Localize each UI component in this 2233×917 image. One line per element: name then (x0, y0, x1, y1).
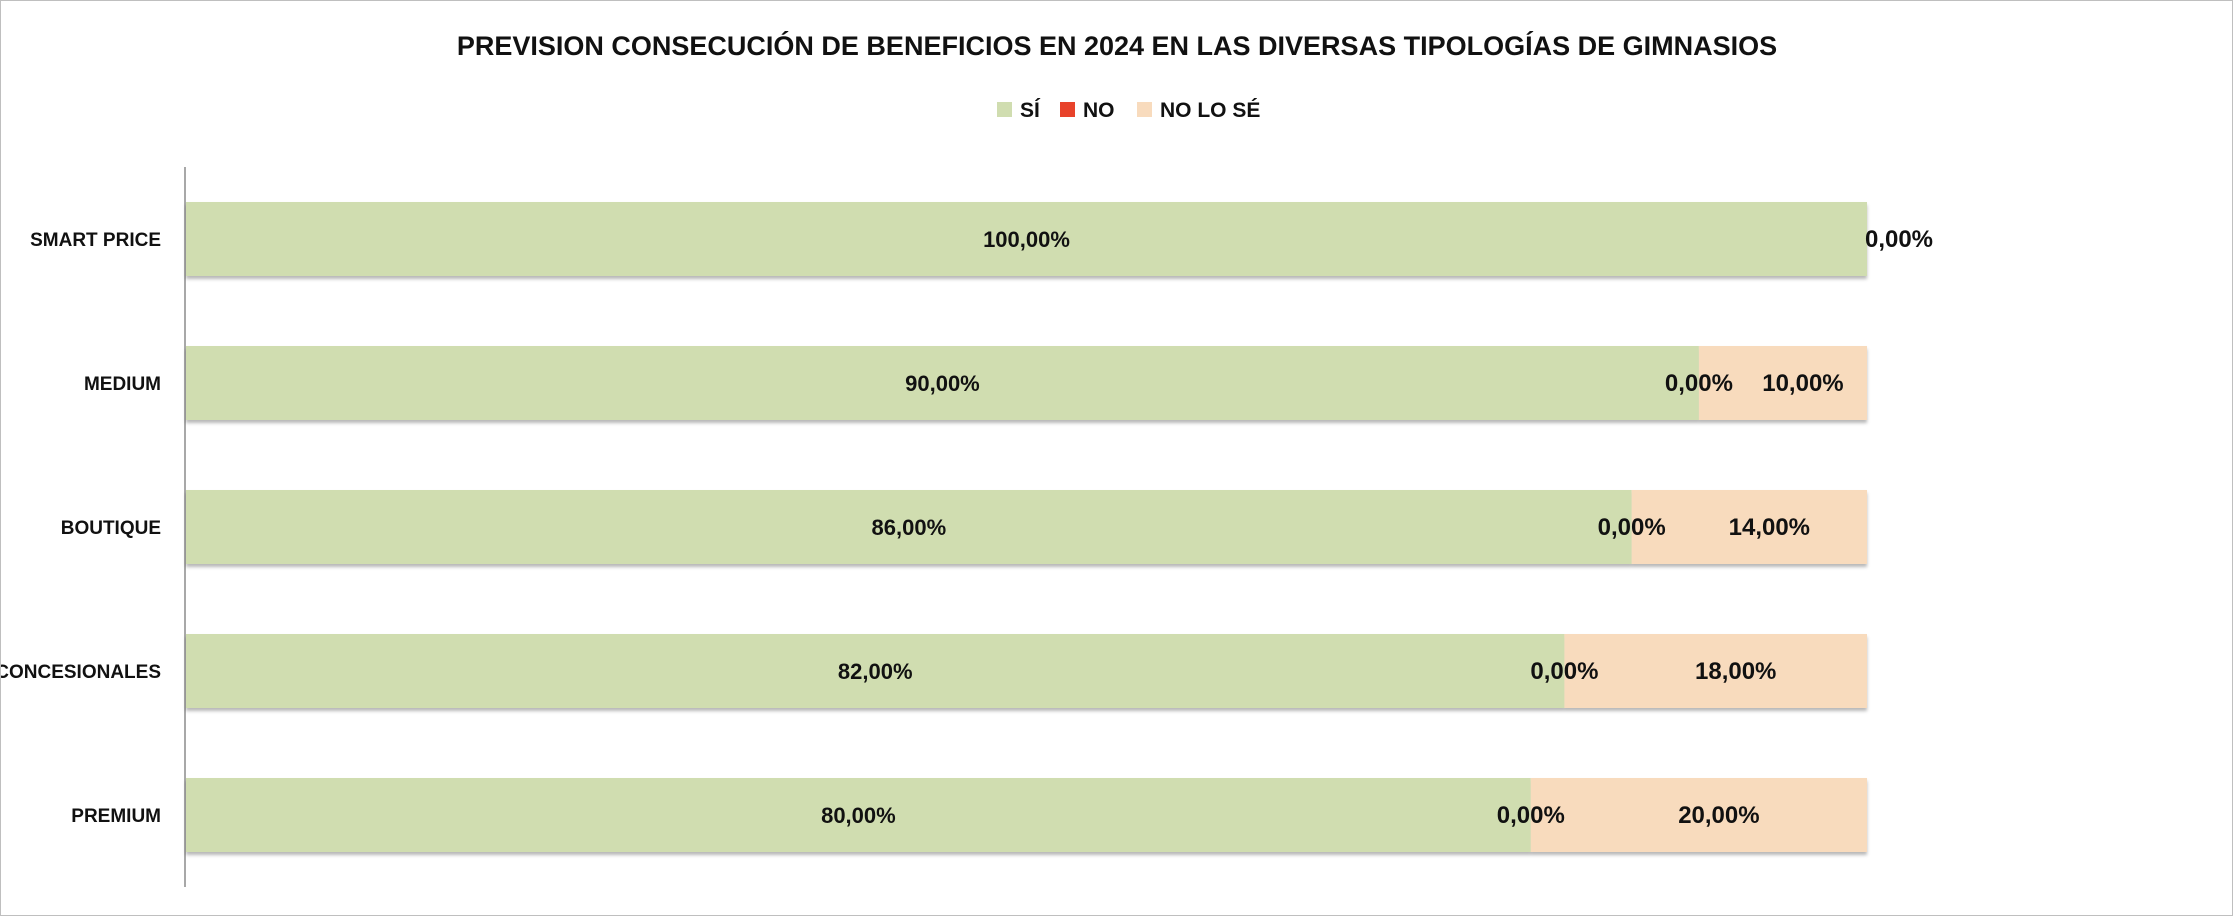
data-label-boutique-no-lo-se: 14,00% (1729, 514, 1810, 541)
category-label-premium: PREMIUM (71, 806, 161, 827)
data-label-premium-no-lo-se: 20,00% (1678, 802, 1759, 829)
category-labels: SMART PRICE MEDIUM BOUTIQUE CONCESIONALES PR… (1, 230, 161, 827)
bar-smart-price-si (186, 202, 1867, 276)
data-label-concesionales-si: 82,00% (838, 659, 913, 684)
data-label-concesionales-no: 0,00% (1530, 658, 1598, 685)
bar-row-premium (186, 778, 1867, 852)
data-labels: 100,00% 0,00% 90,00% 0,00% 10,00% 86,00% 0,00%… (821, 226, 1933, 829)
data-label-medium-no-lo-se: 10,00% (1762, 370, 1843, 397)
legend-swatch-no (1060, 102, 1075, 117)
data-label-smart-price-no: 0,00% (1865, 226, 1933, 253)
bar-medium-si (186, 346, 1699, 420)
legend: SÍ NO NO LO SÉ (997, 99, 1260, 122)
bar-premium-si (186, 778, 1531, 852)
data-label-premium-si: 80,00% (821, 803, 896, 828)
legend-label-si: SÍ (1020, 99, 1041, 122)
data-label-medium-no: 0,00% (1665, 370, 1733, 397)
bar-row-medium (186, 346, 1867, 420)
bar-medium-no-lo-se (1698, 346, 1867, 420)
bars (186, 202, 1867, 852)
chart-title: PREVISION CONSECUCIÓN DE BENEFICIOS EN 2… (457, 30, 1777, 61)
legend-swatch-no-lo-se (1137, 102, 1152, 117)
bar-boutique-si (186, 490, 1632, 564)
data-label-boutique-no: 0,00% (1598, 514, 1666, 541)
bar-boutique-no-lo-se (1631, 490, 1867, 564)
legend-label-no: NO (1083, 99, 1115, 122)
category-label-medium: MEDIUM (84, 374, 161, 395)
category-label-concesionales: CONCESIONALES (1, 662, 161, 683)
data-label-medium-si: 90,00% (905, 371, 980, 396)
bar-row-smart-price (186, 202, 1867, 276)
legend-swatch-si (997, 102, 1012, 117)
category-label-boutique: BOUTIQUE (61, 518, 161, 539)
bar-premium-no-lo-se (1530, 778, 1867, 852)
bar-row-boutique (186, 490, 1867, 564)
data-label-boutique-si: 86,00% (872, 515, 947, 540)
bar-row-concesionales (186, 634, 1867, 708)
legend-label-no-lo-se: NO LO SÉ (1160, 99, 1260, 122)
data-label-premium-no: 0,00% (1497, 802, 1565, 829)
category-label-smart-price: SMART PRICE (30, 230, 161, 251)
data-label-smart-price-si: 100,00% (983, 227, 1070, 252)
data-label-concesionales-no-lo-se: 18,00% (1695, 658, 1776, 685)
bar-concesionales-si (186, 634, 1565, 708)
bar-concesionales-no-lo-se (1564, 634, 1867, 708)
